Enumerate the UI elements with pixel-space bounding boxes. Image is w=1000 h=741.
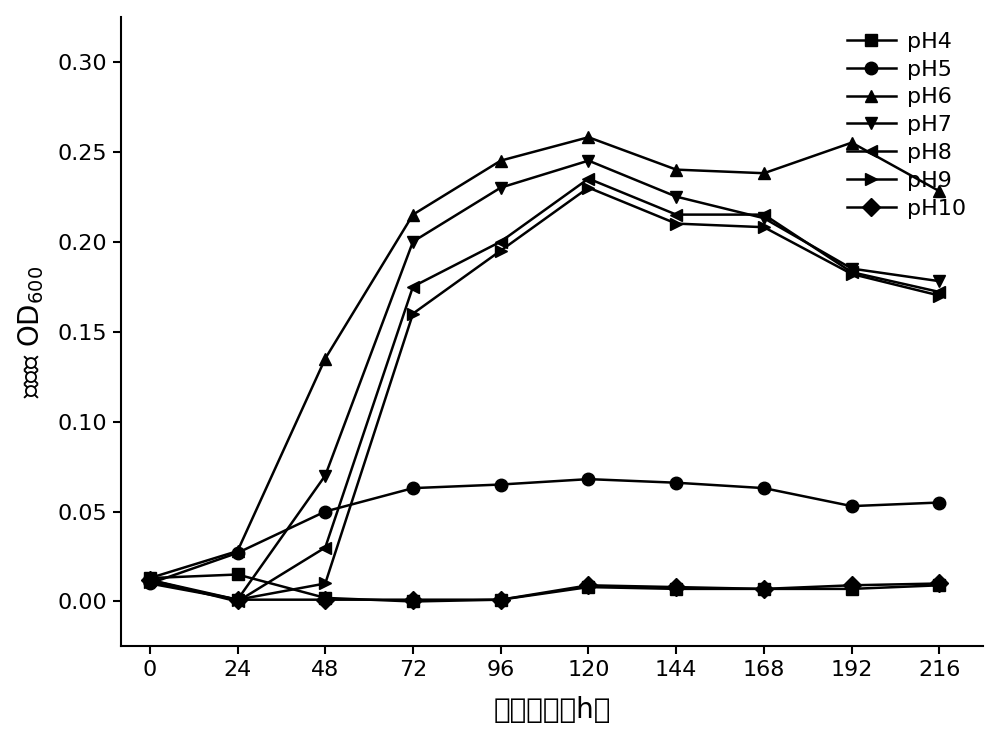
pH7 xyxy=(670,192,682,201)
pH8 xyxy=(407,282,419,291)
pH7 xyxy=(144,579,156,588)
pH5 xyxy=(407,484,419,493)
pH5 xyxy=(144,579,156,588)
pH6 xyxy=(582,133,594,142)
pH5 xyxy=(758,484,770,493)
pH5 xyxy=(670,478,682,487)
pH4 xyxy=(319,594,331,602)
pH8 xyxy=(582,174,594,183)
pH10 xyxy=(319,595,331,604)
pH4 xyxy=(582,582,594,591)
pH7 xyxy=(319,471,331,480)
pH8 xyxy=(846,268,858,276)
Line: pH10: pH10 xyxy=(144,574,946,606)
pH5 xyxy=(232,548,244,557)
pH5 xyxy=(582,475,594,484)
pH9 xyxy=(407,309,419,318)
pH9 xyxy=(670,219,682,228)
pH4 xyxy=(846,585,858,594)
pH10 xyxy=(144,576,156,585)
pH4 xyxy=(232,570,244,579)
pH4 xyxy=(933,581,945,590)
Line: pH7: pH7 xyxy=(144,154,946,606)
Line: pH9: pH9 xyxy=(144,182,946,606)
pH5 xyxy=(495,480,507,489)
pH10 xyxy=(846,581,858,590)
pH10 xyxy=(582,581,594,590)
pH9 xyxy=(319,579,331,588)
pH4 xyxy=(144,574,156,582)
pH5 xyxy=(933,498,945,507)
Line: pH4: pH4 xyxy=(144,568,946,608)
pH6 xyxy=(232,547,244,556)
pH6 xyxy=(758,169,770,178)
Line: pH5: pH5 xyxy=(144,473,946,590)
pH10 xyxy=(933,579,945,588)
pH4 xyxy=(495,595,507,604)
pH9 xyxy=(933,291,945,300)
pH10 xyxy=(758,585,770,594)
pH9 xyxy=(582,183,594,192)
pH6 xyxy=(846,138,858,147)
pH6 xyxy=(407,210,419,219)
pH8 xyxy=(232,597,244,606)
pH10 xyxy=(670,582,682,591)
pH4 xyxy=(670,585,682,594)
Line: pH6: pH6 xyxy=(144,131,946,585)
pH6 xyxy=(495,156,507,165)
pH4 xyxy=(758,585,770,594)
pH5 xyxy=(319,507,331,516)
pH7 xyxy=(582,156,594,165)
pH10 xyxy=(495,595,507,604)
pH7 xyxy=(495,183,507,192)
pH6 xyxy=(144,574,156,582)
pH5 xyxy=(846,502,858,511)
pH7 xyxy=(407,237,419,246)
pH8 xyxy=(319,543,331,552)
pH7 xyxy=(846,264,858,273)
pH10 xyxy=(407,595,419,604)
Legend: pH4, pH5, pH6, pH7, pH8, pH9, pH10: pH4, pH5, pH6, pH7, pH8, pH9, pH10 xyxy=(838,23,975,227)
pH9 xyxy=(495,246,507,255)
pH6 xyxy=(319,354,331,363)
Line: pH8: pH8 xyxy=(144,173,946,608)
pH9 xyxy=(144,577,156,586)
pH9 xyxy=(758,223,770,232)
pH7 xyxy=(232,595,244,604)
pH9 xyxy=(846,270,858,279)
pH7 xyxy=(933,276,945,285)
pH4 xyxy=(407,597,419,606)
pH8 xyxy=(670,210,682,219)
pH8 xyxy=(495,237,507,246)
pH6 xyxy=(933,187,945,196)
pH8 xyxy=(144,576,156,585)
pH7 xyxy=(758,213,770,222)
pH8 xyxy=(933,288,945,296)
pH6 xyxy=(670,165,682,174)
Y-axis label: 生长量 OD$_{600}$: 生长量 OD$_{600}$ xyxy=(17,265,46,398)
X-axis label: 生长时间（h）: 生长时间（h） xyxy=(493,697,611,725)
pH8 xyxy=(758,210,770,219)
pH10 xyxy=(232,595,244,604)
pH9 xyxy=(232,595,244,604)
